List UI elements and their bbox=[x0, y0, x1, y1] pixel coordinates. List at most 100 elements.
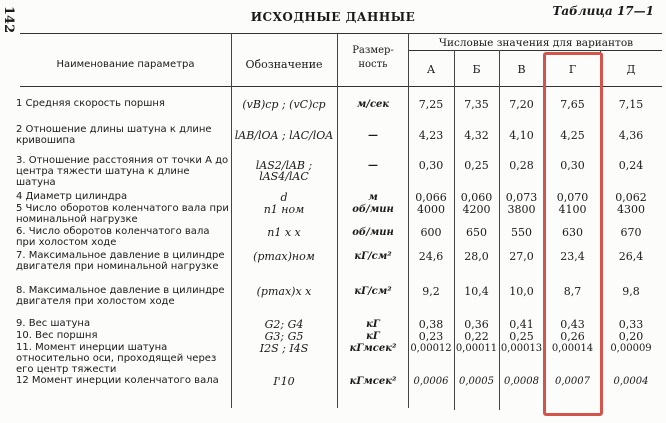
header-name: Наименование параметра bbox=[56, 59, 195, 70]
value-cell: 0,060 bbox=[460, 191, 493, 204]
divider bbox=[231, 33, 232, 408]
value-cell: 0,00013 bbox=[500, 343, 543, 354]
value-cell: 28,0 bbox=[464, 250, 489, 263]
value-cell: 10,0 bbox=[509, 285, 534, 298]
header-variant: Г bbox=[568, 63, 577, 76]
header-symbol: Обозначение bbox=[245, 58, 323, 71]
value-cell: 24,6 bbox=[418, 250, 444, 263]
parameter-unit: — bbox=[368, 130, 378, 141]
parameter-unit: кГ bbox=[366, 319, 380, 330]
parameter-unit: — bbox=[368, 160, 378, 171]
parameter-unit: кГ bbox=[366, 331, 380, 342]
parameter-symbol: (vB)ср ; (vC)ср bbox=[242, 98, 326, 111]
divider bbox=[20, 86, 662, 87]
value-cell: 0,00014 bbox=[551, 343, 594, 354]
parameter-name: 5 Число оборотов коленчатого вала при но… bbox=[16, 203, 229, 225]
divider bbox=[499, 50, 500, 410]
header-variant: Б bbox=[472, 63, 481, 76]
value-cell: 0,30 bbox=[418, 159, 444, 172]
value-cell: 0,38 bbox=[418, 318, 444, 331]
value-cell: 23,4 bbox=[560, 250, 585, 263]
value-cell: 3800 bbox=[507, 203, 536, 216]
parameter-symbol: d bbox=[280, 191, 288, 204]
parameter-symbol: G3; G5 bbox=[264, 330, 304, 343]
value-cell: 8,7 bbox=[563, 285, 582, 298]
header-variant: Д bbox=[626, 63, 636, 76]
value-cell: 0,00009 bbox=[610, 343, 652, 354]
parameter-unit: м/сек bbox=[356, 99, 390, 110]
header-variant: А bbox=[426, 63, 436, 76]
value-cell: 0,30 bbox=[560, 159, 585, 172]
value-cell: 0,070 bbox=[556, 191, 589, 204]
value-cell: 0,0007 bbox=[555, 376, 590, 387]
value-cell: 4100 bbox=[558, 203, 587, 216]
value-cell: 0,0006 bbox=[413, 376, 449, 387]
parameter-name: 9. Вес шатуна bbox=[16, 318, 91, 329]
parameter-unit: об/мин bbox=[352, 227, 394, 238]
value-cell: 0,00012 bbox=[410, 343, 452, 354]
value-cell: 0,41 bbox=[509, 318, 534, 331]
value-cell: 10,4 bbox=[464, 285, 489, 298]
parameter-name: 10. Вес поршня bbox=[16, 330, 98, 341]
parameter-symbol: n1 ном bbox=[263, 203, 305, 216]
value-cell: 4000 bbox=[417, 203, 445, 216]
value-cell: 0,28 bbox=[509, 159, 534, 172]
value-cell: 27,0 bbox=[509, 250, 534, 263]
value-cell: 670 bbox=[620, 226, 642, 239]
value-cell: 0,43 bbox=[560, 318, 585, 331]
parameter-unit: кГ/см² bbox=[354, 251, 392, 262]
value-cell: 550 bbox=[511, 226, 532, 239]
value-cell: 0,25 bbox=[509, 330, 534, 343]
parameter-symbol: (pmax)ном bbox=[253, 250, 315, 263]
parameter-unit: м bbox=[368, 192, 378, 203]
table-title: ИСХОДНЫЕ ДАННЫЕ bbox=[250, 10, 416, 24]
value-cell: 7,20 bbox=[509, 98, 534, 111]
value-cell: 4,25 bbox=[560, 129, 585, 142]
value-cell: 4,10 bbox=[509, 129, 534, 142]
divider bbox=[454, 50, 455, 410]
value-cell: 0,26 bbox=[560, 330, 585, 343]
value-cell: 4,23 bbox=[418, 129, 444, 142]
divider bbox=[337, 33, 338, 408]
value-cell: 7,25 bbox=[418, 98, 444, 111]
parameter-symbol: lAB/lOA ; lAC/lOA bbox=[234, 129, 334, 142]
parameter-unit: об/мин bbox=[352, 204, 394, 215]
value-cell: 26,4 bbox=[618, 250, 644, 263]
value-cell: 0,36 bbox=[464, 318, 489, 331]
value-cell: 4,36 bbox=[618, 129, 644, 142]
parameter-name: 1 Средняя скорость поршня bbox=[16, 98, 165, 109]
parameter-name: 8. Максимальное давление в цилиндре двиг… bbox=[16, 285, 225, 307]
parameter-symbol: I2S ; I4S bbox=[259, 342, 309, 355]
value-cell: 0,00011 bbox=[455, 343, 498, 354]
value-cell: 0,33 bbox=[618, 318, 644, 331]
value-cell: 0,25 bbox=[464, 159, 489, 172]
value-cell: 7,15 bbox=[618, 98, 644, 111]
value-cell: 4,32 bbox=[464, 129, 489, 142]
value-cell: 600 bbox=[420, 226, 442, 239]
value-cell: 0,20 bbox=[618, 330, 644, 343]
highlight-box bbox=[543, 52, 603, 416]
value-cell: 4300 bbox=[617, 203, 645, 216]
parameter-symbol: n1 х х bbox=[267, 226, 301, 239]
divider bbox=[408, 33, 409, 408]
value-cell: 0,0005 bbox=[459, 376, 494, 387]
header-values-group: Числовые значения для вариантов bbox=[438, 37, 634, 49]
value-cell: 4200 bbox=[462, 203, 491, 216]
value-cell: 7,65 bbox=[560, 98, 585, 111]
divider bbox=[408, 50, 662, 51]
parameter-name: 2 Отношение длины шатуна к длине кривоши… bbox=[16, 124, 212, 146]
value-cell: 0,066 bbox=[415, 191, 447, 204]
table-label: Таблица 17—1 bbox=[552, 4, 654, 18]
value-cell: 0,24 bbox=[618, 159, 644, 172]
value-cell: 7,35 bbox=[464, 98, 489, 111]
header-variant: В bbox=[517, 63, 526, 76]
parameter-unit: кГмсек² bbox=[349, 376, 397, 387]
parameter-symbol: I'10 bbox=[273, 375, 295, 388]
value-cell: 650 bbox=[466, 226, 487, 239]
parameter-name: 4 Диаметр цилиндра bbox=[16, 191, 128, 202]
value-cell: 0,0008 bbox=[504, 376, 539, 387]
value-cell: 0,23 bbox=[418, 330, 444, 343]
parameter-unit: кГмсек² bbox=[349, 343, 397, 354]
parameter-symbol: lAS2/lAB ; lAS4/lAC bbox=[255, 159, 313, 183]
